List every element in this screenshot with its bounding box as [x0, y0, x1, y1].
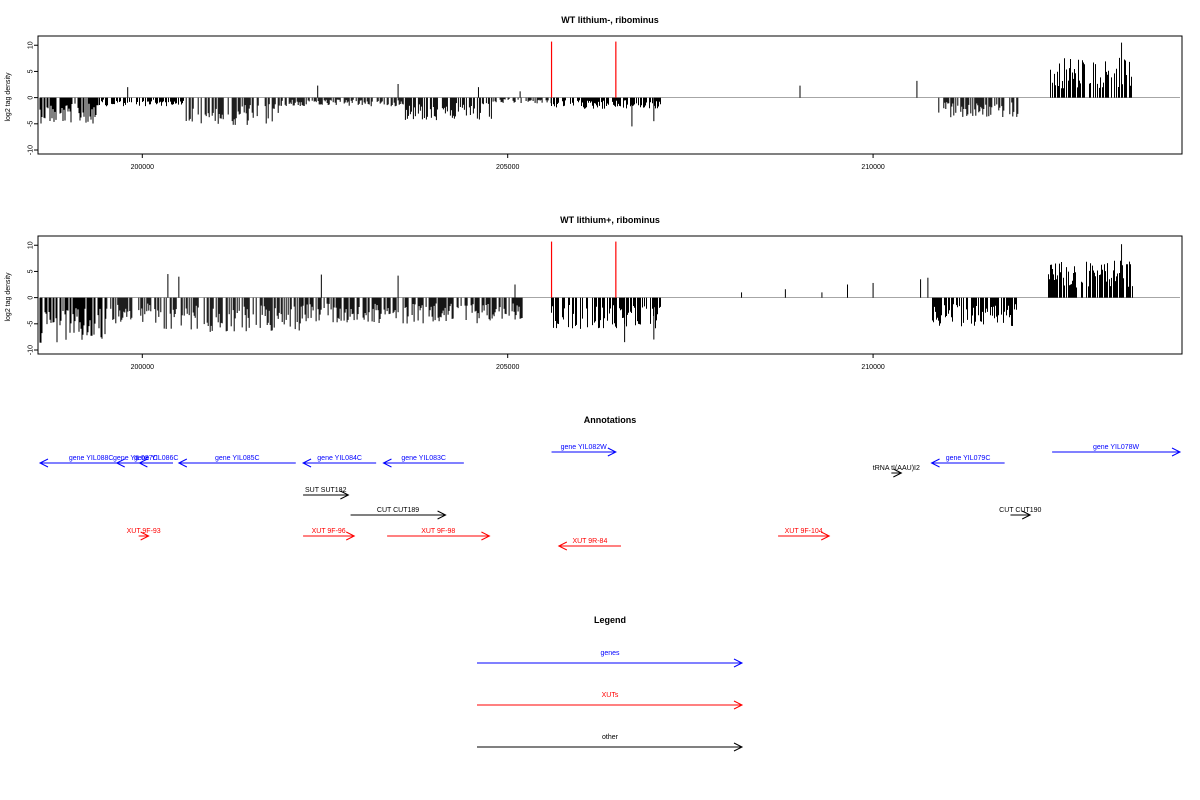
feature-label: gene YIL087C — [113, 455, 158, 462]
x-tick-label: 200000 — [131, 164, 154, 171]
feature-label: SUT SUT182 — [305, 487, 347, 494]
feature-label: XUT 9F-98 — [421, 528, 455, 535]
annotation-feature: gene YIL085C — [177, 455, 296, 468]
feature-label: gene YIL082W — [561, 444, 608, 451]
legend-arrow-head — [733, 742, 744, 752]
legend-item: genes — [477, 650, 744, 668]
panel-1-density-bars — [39, 41, 1180, 127]
feature-label: gene YIL084C — [317, 455, 362, 462]
feature-label: gene YIL078W — [1093, 444, 1140, 451]
legend-arrow-head — [733, 658, 744, 668]
feature-label: gene YIL079C — [946, 455, 991, 462]
feature-arrow-head — [437, 510, 447, 520]
feature-label: XUT 9F-93 — [127, 528, 161, 535]
annotation-feature: XUT 9R-84 — [557, 538, 621, 551]
feature-arrow-head — [301, 458, 312, 468]
annotations-track: Annotations gene YIL088C gene YIL087Cgene… — [38, 415, 1182, 551]
annotation-feature: XUT 9F-93 — [127, 528, 161, 541]
feature-arrow-head — [140, 531, 150, 541]
panel-1-plot-box — [37, 35, 1183, 155]
y-tick-label: 0 — [28, 296, 35, 300]
annotation-feature: XUT 9F-98 — [387, 528, 491, 541]
annotation-feature: gene YIL079C — [930, 455, 1005, 468]
feature-arrow-head — [821, 531, 831, 541]
feature-arrow-head — [1021, 510, 1032, 520]
legend-label: XUTs — [602, 692, 619, 699]
panel-2-plot-box — [37, 235, 1183, 355]
density-panel-2: WT lithium+, ribominus log2 tag density … — [5, 215, 1183, 371]
annotations-title: Annotations — [584, 415, 637, 425]
legend-label: genes — [600, 650, 620, 657]
feature-label: gene YIL085C — [215, 455, 260, 462]
feature-arrow-head — [38, 458, 49, 468]
panel-2-y-axis-label: log2 tag density — [5, 272, 12, 322]
feature-arrow-head — [177, 458, 188, 468]
panel-1-axis-ticks: -10 -5 0 5 10 200000 205000 210000 — [28, 41, 885, 171]
feature-arrow-head — [607, 447, 617, 457]
panel-2-density-bars — [39, 241, 1180, 343]
annotation-feature: CUT CUT190 — [999, 507, 1042, 520]
x-tick-label: 205000 — [496, 364, 519, 371]
feature-arrow-head — [382, 458, 392, 468]
feature-arrow-head — [346, 531, 356, 541]
feature-arrow-head — [481, 531, 491, 541]
density-panel-1: WT lithium-, ribominus log2 tag density … — [5, 15, 1183, 171]
annotation-feature: gene YIL086C — [134, 455, 179, 468]
annotation-feature: gene YIL083C — [382, 455, 464, 468]
annotation-feature: SUT SUT182 — [303, 487, 350, 500]
feature-label: XUT 9F-96 — [312, 528, 346, 535]
feature-label: gene YIL088C — [69, 455, 114, 462]
panel-2-title: WT lithium+, ribominus — [560, 215, 660, 225]
feature-label: XUT 9R-84 — [572, 538, 607, 545]
panel-1-title: WT lithium-, ribominus — [561, 15, 659, 25]
feature-arrow-head — [340, 490, 350, 500]
annotation-feature: gene YIL084C — [301, 455, 377, 468]
annotation-feature: XUT 9F-104 — [778, 528, 831, 541]
y-tick-label: 5 — [28, 269, 35, 273]
feature-label: XUT 9F-104 — [785, 528, 823, 535]
y-tick-label: -10 — [28, 345, 35, 355]
legend: Legend genes XUTs other — [477, 615, 744, 752]
feature-label: gene YIL086C — [134, 455, 179, 462]
feature-arrow-head — [115, 458, 125, 468]
legend-items: genes XUTs other — [477, 650, 744, 752]
feature-label: gene YIL083C — [401, 455, 446, 462]
panel-1-y-axis-label: log2 tag density — [5, 72, 12, 122]
x-tick-label: 205000 — [496, 164, 519, 171]
y-tick-label: -10 — [28, 145, 35, 155]
y-tick-label: 10 — [28, 241, 35, 249]
annotation-feature: gene YIL078W — [1052, 444, 1182, 457]
y-tick-label: 5 — [28, 69, 35, 73]
x-tick-label: 200000 — [131, 364, 154, 371]
legend-item: XUTs — [477, 692, 744, 710]
feature-label: CUT CUT190 — [999, 507, 1041, 514]
feature-arrow-head — [1171, 447, 1182, 457]
panel-2-axis-ticks: -10 -5 0 5 10 200000 205000 210000 — [28, 241, 885, 371]
x-tick-label: 210000 — [861, 164, 884, 171]
y-tick-label: 0 — [28, 96, 35, 100]
legend-arrow-head — [733, 700, 744, 710]
annotation-feature: tRNA tI(AAU)I2 — [873, 465, 920, 478]
feature-arrow-head — [930, 458, 940, 468]
feature-arrow-head — [893, 468, 903, 478]
legend-item: other — [477, 734, 744, 752]
annotation-feature: CUT CUT189 — [350, 507, 447, 520]
legend-label: other — [602, 734, 619, 741]
feature-arrow-head — [138, 458, 148, 468]
y-tick-label: -5 — [28, 121, 35, 127]
x-tick-label: 210000 — [861, 364, 884, 371]
legend-title: Legend — [594, 615, 626, 625]
y-tick-label: -5 — [28, 321, 35, 327]
annotation-feature: gene YIL082W — [551, 444, 617, 457]
annotation-feature: XUT 9F-96 — [303, 528, 356, 541]
y-tick-label: 10 — [28, 41, 35, 49]
feature-arrow-head — [557, 541, 568, 551]
feature-label: CUT CUT189 — [377, 507, 419, 514]
feature-label: tRNA tI(AAU)I2 — [873, 465, 920, 472]
